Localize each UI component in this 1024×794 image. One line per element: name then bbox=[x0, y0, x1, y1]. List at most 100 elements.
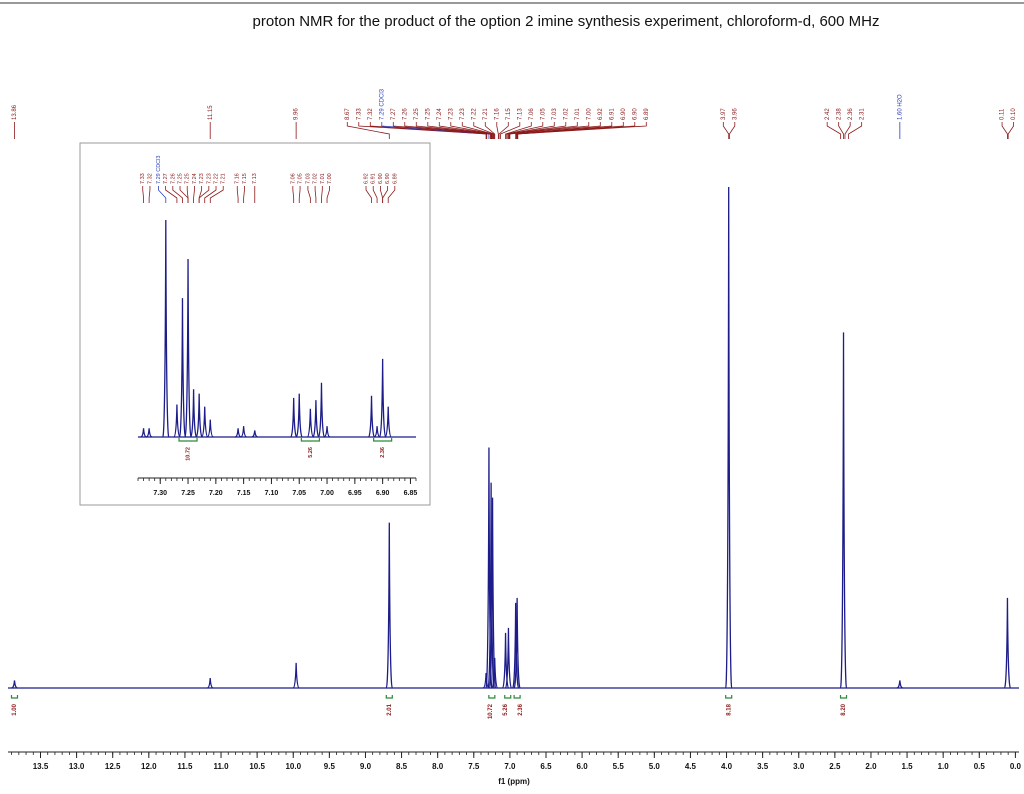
peak-label: 7.02 bbox=[563, 108, 569, 120]
peak-label-leader bbox=[729, 122, 736, 139]
peak-label: 7.29 CDCl3 bbox=[156, 156, 162, 184]
peak-label: 3.97 bbox=[721, 108, 727, 120]
integral-label: 2.01 bbox=[387, 703, 393, 715]
peak-label: 7.26 bbox=[402, 108, 408, 120]
peak bbox=[504, 627, 513, 689]
peak bbox=[317, 382, 326, 438]
peak-label-leader bbox=[404, 122, 492, 139]
peak-label-leader bbox=[505, 122, 532, 139]
x-tick-label: 7.20 bbox=[209, 490, 223, 497]
peak-label-leader bbox=[358, 122, 487, 139]
peak-label: 0.11 bbox=[1000, 108, 1006, 120]
peak-label: 7.03 bbox=[305, 173, 311, 184]
peak-label: 7.29 CDCl3 bbox=[379, 88, 385, 120]
peak-label: 7.05 bbox=[540, 108, 546, 120]
peak-label: 6.91 bbox=[371, 173, 377, 184]
x-tick-label: 6.5 bbox=[540, 762, 552, 771]
x-tick-label: 0.0 bbox=[1010, 762, 1022, 771]
peak bbox=[184, 259, 192, 438]
peak-label: 7.15 bbox=[242, 173, 248, 184]
peak bbox=[896, 680, 903, 689]
peak-label-leader bbox=[515, 122, 601, 139]
peak-label-leader bbox=[844, 122, 851, 139]
x-tick-label: 7.0 bbox=[504, 762, 516, 771]
peak-label-leader bbox=[193, 186, 195, 203]
peak-label: 7.21 bbox=[221, 173, 227, 184]
x-tick-label: 4.5 bbox=[685, 762, 697, 771]
peak bbox=[290, 397, 298, 438]
peak-label: 7.01 bbox=[575, 108, 581, 120]
peak bbox=[178, 298, 187, 438]
peak-label-leader bbox=[500, 122, 521, 139]
peak-label-leader bbox=[387, 186, 396, 203]
x-tick-label: 12.0 bbox=[141, 762, 157, 771]
x-tick-label: 7.15 bbox=[237, 490, 251, 497]
x-tick-label: 3.0 bbox=[793, 762, 805, 771]
peak bbox=[373, 426, 381, 438]
peak bbox=[323, 426, 331, 438]
integral-label: 10.72 bbox=[488, 703, 494, 719]
peak-label: 6.91 bbox=[609, 108, 615, 120]
integral-bracket bbox=[300, 438, 320, 442]
integral-bracket bbox=[725, 695, 733, 699]
peak-label-leader bbox=[461, 122, 494, 139]
peak-label-leader bbox=[186, 186, 189, 203]
x-tick-label: 6.85 bbox=[404, 490, 418, 497]
x-tick-label: 9.5 bbox=[324, 762, 336, 771]
x-axis-label: f1 (ppm) bbox=[498, 777, 530, 786]
integral-bracket bbox=[839, 695, 848, 699]
peak-label: 8.67 bbox=[345, 108, 351, 120]
x-tick-label: 7.00 bbox=[320, 490, 334, 497]
integral-bracket bbox=[10, 695, 19, 699]
peak-label: 6.92 bbox=[363, 173, 369, 184]
integral-label: 5.26 bbox=[308, 447, 314, 458]
peak-label-leader bbox=[369, 122, 488, 139]
peak-label-leader bbox=[326, 186, 330, 203]
integral-bracket bbox=[385, 695, 393, 699]
x-tick-label: 2.5 bbox=[829, 762, 841, 771]
peak-label: 13.86 bbox=[12, 104, 18, 120]
peak-label-leader bbox=[838, 122, 844, 139]
peak-label: 6.89 bbox=[392, 173, 398, 184]
peak-label-leader bbox=[292, 186, 295, 203]
peak-label: 7.22 bbox=[213, 173, 219, 184]
peak bbox=[384, 406, 392, 438]
peak-label: 7.13 bbox=[252, 173, 258, 184]
peak bbox=[839, 332, 848, 689]
x-tick-label: 3.5 bbox=[757, 762, 769, 771]
peak-label: 7.16 bbox=[494, 108, 500, 120]
peak-label-leader bbox=[515, 122, 613, 139]
integral-bracket bbox=[488, 695, 496, 699]
peak-label: 2.31 bbox=[859, 108, 865, 120]
x-tick-label: 4.0 bbox=[721, 762, 733, 771]
peak bbox=[195, 393, 203, 438]
peak-label: 6.90 bbox=[378, 173, 384, 184]
peak bbox=[207, 419, 214, 438]
peak-label: 7.16 bbox=[235, 173, 241, 184]
integral-bracket bbox=[504, 695, 512, 699]
x-tick-label: 6.0 bbox=[577, 762, 589, 771]
peak bbox=[189, 389, 198, 438]
x-tick-label: 6.90 bbox=[376, 490, 390, 497]
peak-label: 7.25 bbox=[425, 108, 431, 120]
x-tick-label: 7.25 bbox=[181, 490, 195, 497]
peak bbox=[378, 358, 387, 438]
peak-label-leader bbox=[427, 122, 493, 139]
x-tick-label: 7.5 bbox=[468, 762, 480, 771]
x-tick-label: 13.5 bbox=[33, 762, 49, 771]
integral-label: 8.20 bbox=[841, 703, 847, 715]
peak-label: 7.32 bbox=[147, 173, 153, 184]
peak-label: 7.23 bbox=[206, 173, 212, 184]
peak bbox=[487, 482, 495, 689]
peak-label-leader bbox=[496, 122, 499, 139]
peak-label: 7.02 bbox=[313, 173, 319, 184]
peak-label-leader bbox=[158, 186, 167, 203]
integral-label: 5.26 bbox=[503, 703, 509, 715]
peak-label: 7.22 bbox=[471, 108, 477, 120]
peak-label: 7.33 bbox=[356, 108, 362, 120]
peak bbox=[513, 597, 521, 689]
peak-label: 6.89 bbox=[644, 108, 650, 120]
peak-label-leader bbox=[509, 122, 590, 139]
peak-label: 7.23 bbox=[448, 108, 454, 120]
x-tick-label: 10.0 bbox=[285, 762, 301, 771]
